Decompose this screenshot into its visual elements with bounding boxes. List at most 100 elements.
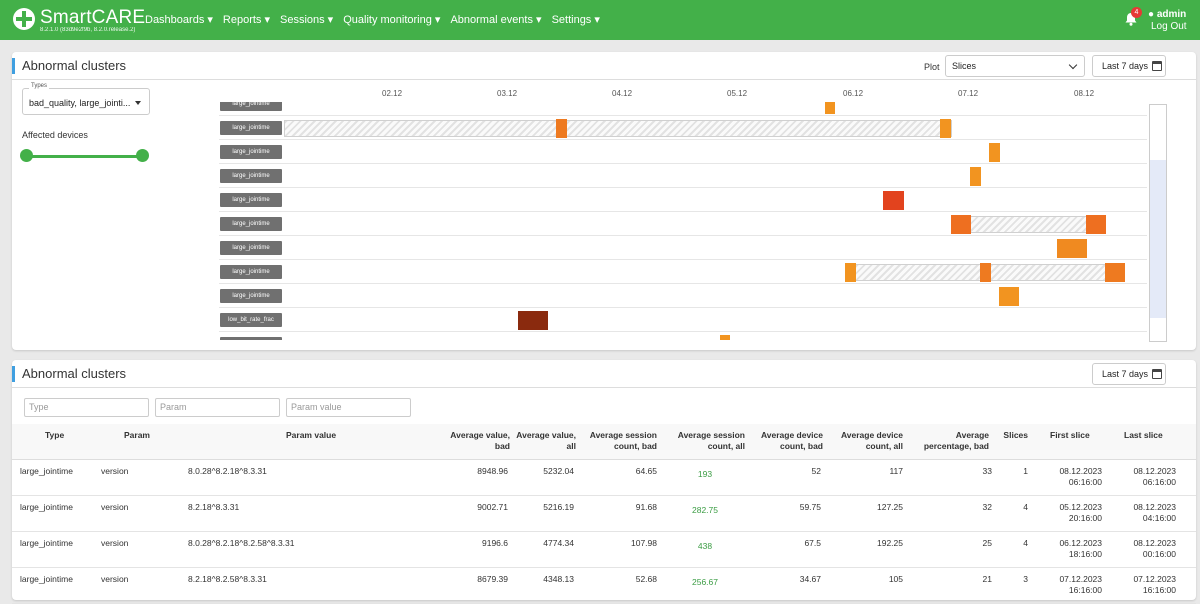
- col-slices[interactable]: Slices: [1003, 430, 1028, 440]
- slice-block[interactable]: [720, 335, 730, 340]
- date-range-button[interactable]: Last 7 days: [1092, 363, 1166, 385]
- cell-avg-session-all: 282.75: [692, 505, 718, 515]
- timeline-scrollbar[interactable]: [1149, 104, 1167, 342]
- row-label: large_jointime: [220, 337, 282, 340]
- date-range-button[interactable]: Last 7 days: [1092, 55, 1166, 77]
- col-param[interactable]: Param: [124, 430, 150, 440]
- slider-min-handle[interactable]: [20, 149, 33, 162]
- types-caption: Types: [29, 83, 50, 89]
- param-value-filter-input[interactable]: Param value: [286, 398, 411, 417]
- nav-dashboards[interactable]: Dashboards ▾: [145, 14, 213, 26]
- col-avg-device-bad[interactable]: Average device count, bad: [760, 430, 823, 451]
- slice-block[interactable]: [1105, 263, 1125, 282]
- cell-avg-value-bad: 8679.39: [477, 574, 508, 584]
- version-text: 8.2.1.0 (83d9e2f9b, 8.2.0.release.2): [40, 27, 136, 33]
- caret-down-icon: [135, 101, 141, 105]
- timeline-row[interactable]: large_jointime: [219, 116, 1147, 140]
- col-param-value[interactable]: Param value: [286, 430, 337, 440]
- row-label: large_jointime: [220, 265, 282, 279]
- col-avg-session-all[interactable]: Average session count, all: [677, 430, 745, 451]
- main-nav: Dashboards ▾ Reports ▾ Sessions ▾ Qualit…: [145, 13, 610, 26]
- types-select[interactable]: Types bad_quality, large_jointi...: [22, 83, 150, 115]
- axis-tick: 06.12: [843, 89, 864, 98]
- slice-block[interactable]: [1086, 215, 1106, 234]
- plot-select[interactable]: Slices: [945, 55, 1085, 77]
- slider-max-handle[interactable]: [136, 149, 149, 162]
- cell-first-slice-time: 06:16:00: [1068, 477, 1102, 487]
- slice-block[interactable]: [556, 119, 567, 138]
- cell-avg-percentage-bad: 33: [982, 466, 992, 476]
- cell-first-slice-time: 16:16:00: [1068, 585, 1102, 595]
- cell-avg-device-all: 117: [889, 466, 903, 476]
- cluster-span: [961, 216, 1105, 233]
- cell-avg-session-all: 256.67: [692, 577, 718, 587]
- col-avg-value-bad[interactable]: Average value, bad: [450, 430, 510, 451]
- affected-devices-slider-track[interactable]: [26, 155, 144, 158]
- cell-avg-percentage-bad: 25: [982, 538, 992, 548]
- timeline-row[interactable]: large_jointime: [219, 236, 1147, 260]
- cell-avg-value-bad: 9196.6: [482, 538, 508, 548]
- timeline-row[interactable]: large_jointime: [219, 164, 1147, 188]
- nav-quality-monitoring[interactable]: Quality monitoring ▾: [343, 14, 441, 26]
- divider: [12, 79, 1196, 80]
- timeline-row[interactable]: large_jointime: [219, 188, 1147, 212]
- slice-block[interactable]: [518, 311, 548, 330]
- user-icon: ●: [1148, 9, 1155, 20]
- cell-param-value: 8.0.28^8.2.18^8.3.31: [188, 466, 267, 476]
- cell-last-slice-date: 07.12.2023: [1133, 574, 1176, 584]
- slice-block[interactable]: [989, 143, 1000, 162]
- smartcare-logo-icon[interactable]: [13, 8, 35, 30]
- slice-block[interactable]: [883, 191, 904, 210]
- cell-last-slice-date: 08.12.2023: [1133, 502, 1176, 512]
- slice-block[interactable]: [1057, 239, 1087, 258]
- col-avg-percentage-bad[interactable]: Average percentage, bad: [923, 430, 989, 451]
- timeline-row[interactable]: large_jointime: [219, 102, 1147, 116]
- cell-avg-value-all: 4348.13: [543, 574, 574, 584]
- timeline-row[interactable]: large_jointime: [219, 140, 1147, 164]
- timeline-row[interactable]: large_jointime: [219, 284, 1147, 308]
- timeline-row[interactable]: low_bit_rate_frac: [219, 308, 1147, 332]
- scrollbar-thumb[interactable]: [1150, 160, 1166, 318]
- table-header: Type Param Param value Average value, ba…: [12, 424, 1196, 460]
- timeline-row[interactable]: large_jointime: [219, 212, 1147, 236]
- nav-abnormal-events[interactable]: Abnormal events ▾: [450, 14, 542, 26]
- nav-reports[interactable]: Reports ▾: [222, 14, 270, 26]
- slice-block[interactable]: [825, 102, 835, 114]
- slice-block[interactable]: [940, 119, 951, 138]
- type-filter-input[interactable]: Type: [24, 398, 149, 417]
- row-label: low_bit_rate_frac: [220, 313, 282, 327]
- col-avg-value-all[interactable]: Average value, all: [516, 430, 576, 451]
- nav-sessions[interactable]: Sessions ▾: [279, 14, 334, 26]
- user-menu[interactable]: ● admin: [1148, 9, 1186, 20]
- slice-block[interactable]: [999, 287, 1019, 306]
- col-first-slice[interactable]: First slice: [1050, 430, 1090, 440]
- row-label: large_jointime: [220, 193, 282, 207]
- cell-avg-device-bad: 59.75: [799, 502, 821, 512]
- row-label: large_jointime: [220, 145, 282, 159]
- col-last-slice[interactable]: Last slice: [1124, 430, 1163, 440]
- cell-avg-device-bad: 67.5: [804, 538, 821, 548]
- plot-label: Plot: [924, 62, 940, 72]
- table-row[interactable]: large_jointime version 8.0.28^8.2.18^8.3…: [12, 460, 1196, 496]
- slice-block[interactable]: [951, 215, 971, 234]
- table-row[interactable]: large_jointime version 8.0.28^8.2.18^8.2…: [12, 532, 1196, 568]
- logout-link[interactable]: Log Out: [1151, 21, 1187, 32]
- param-filter-input[interactable]: Param: [155, 398, 280, 417]
- cell-avg-session-bad: 107.98: [631, 538, 657, 548]
- slice-block[interactable]: [970, 167, 981, 186]
- col-type[interactable]: Type: [45, 430, 65, 440]
- timeline-row[interactable]: large_jointime: [219, 332, 1147, 340]
- slice-block[interactable]: [980, 263, 991, 282]
- timeline-row[interactable]: large_jointime: [219, 260, 1147, 284]
- col-avg-session-bad[interactable]: Average session count, bad: [589, 430, 657, 451]
- cell-first-slice-time: 20:16:00: [1068, 513, 1102, 523]
- cell-avg-percentage-bad: 21: [982, 574, 992, 584]
- axis-tick: 05.12: [727, 89, 748, 98]
- col-avg-device-all[interactable]: Average device count, all: [840, 430, 903, 451]
- cluster-timeline[interactable]: large_jointime large_jointime large_join…: [219, 102, 1147, 340]
- brand-name[interactable]: SmartCARE: [40, 7, 146, 28]
- slice-block[interactable]: [845, 263, 856, 282]
- table-row[interactable]: large_jointime version 8.2.18^8.3.31 900…: [12, 496, 1196, 532]
- table-row[interactable]: large_jointime version 8.2.18^8.2.58^8.3…: [12, 568, 1196, 604]
- nav-settings[interactable]: Settings ▾: [551, 14, 600, 26]
